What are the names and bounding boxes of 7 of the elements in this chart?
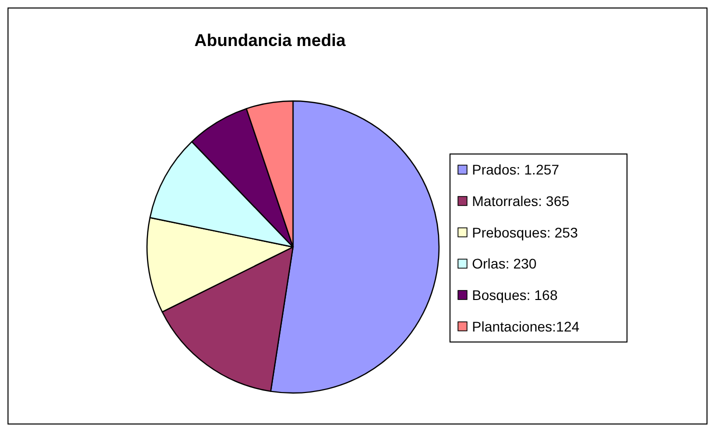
legend-label: Plantaciones:124	[472, 318, 580, 334]
legend-label: Prebosques: 253	[472, 224, 578, 240]
legend-label: Matorrales: 365	[472, 193, 570, 209]
legend-label: Prados: 1.257	[472, 162, 560, 178]
chart-title: Abundancia media	[194, 31, 346, 50]
legend-label: Bosques: 168	[472, 287, 558, 303]
legend-label: Orlas: 230	[472, 256, 537, 272]
